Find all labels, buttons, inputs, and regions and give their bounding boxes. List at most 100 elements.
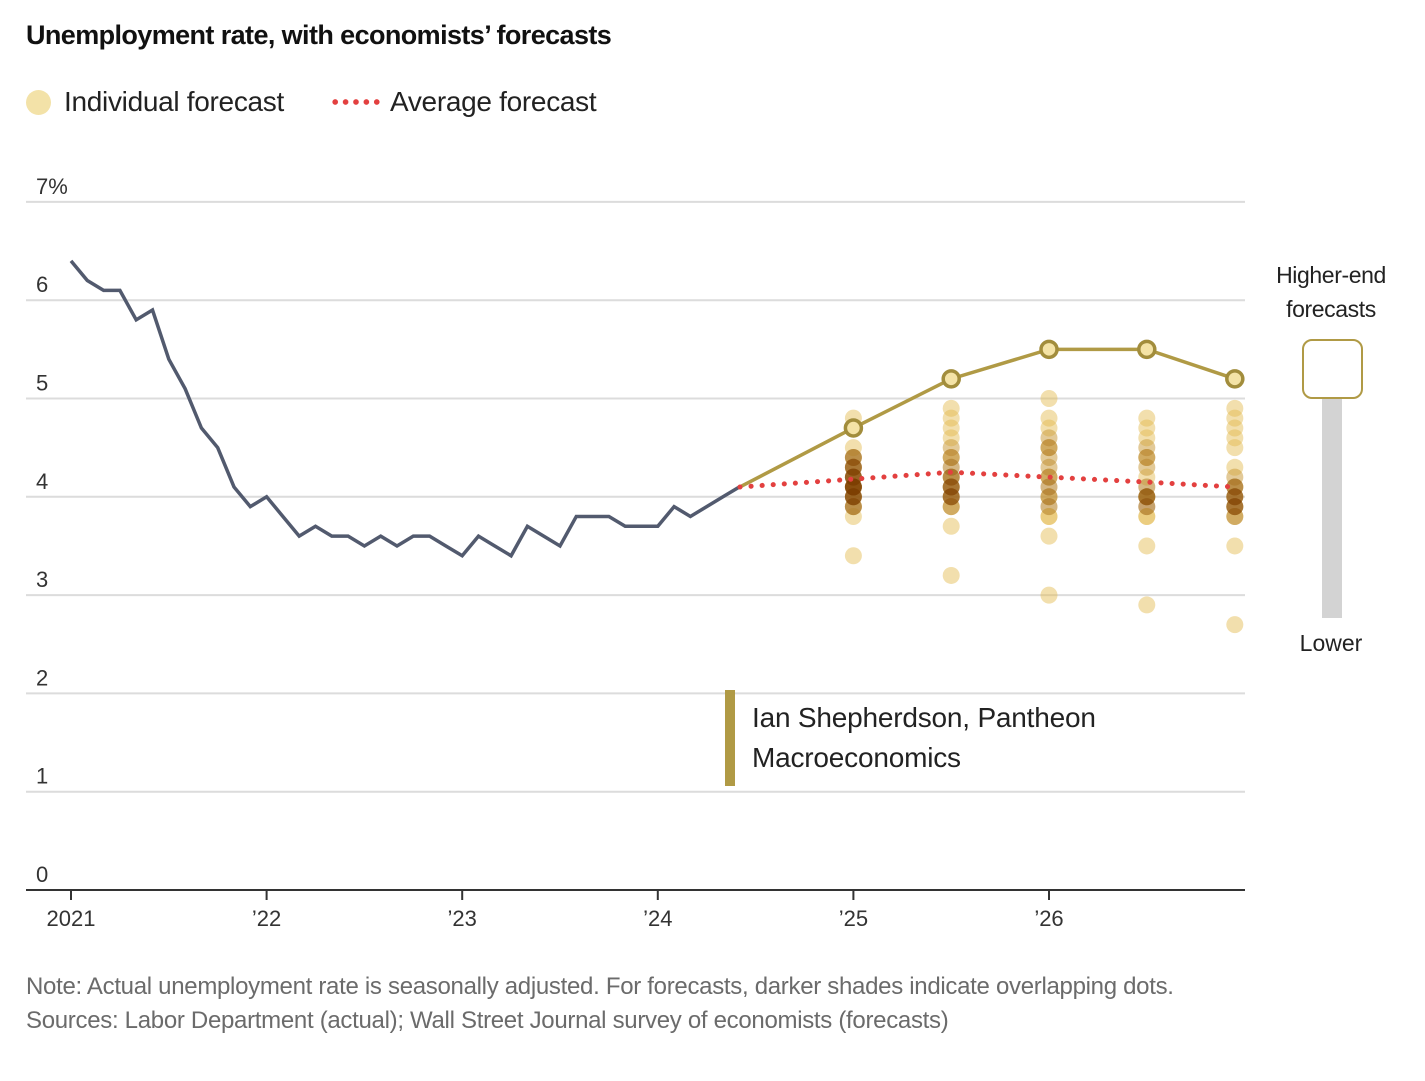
forecast-slider-track[interactable] xyxy=(1322,396,1342,618)
overlap-shade-dot xyxy=(1226,478,1244,496)
overlap-shade-dot xyxy=(942,458,960,476)
overlap-shade-dot xyxy=(1138,488,1156,506)
gridlines xyxy=(26,200,1245,793)
overlap-shade-dot xyxy=(844,498,862,516)
overlap-shade-dot xyxy=(1138,439,1156,457)
overlap-shade-dot xyxy=(1040,488,1058,506)
individual-forecast-dot xyxy=(844,448,862,466)
slider-top-label-line-1: Higher-end xyxy=(1276,262,1386,288)
overlap-shade-dot xyxy=(844,458,862,476)
individual-forecast-dot xyxy=(844,468,862,486)
individual-forecast-dot xyxy=(1226,429,1244,447)
overlap-shade-dot xyxy=(942,498,960,516)
individual-forecast-dot xyxy=(942,488,960,506)
overlap-shade-dot xyxy=(1040,448,1058,466)
overlap-shade-dot xyxy=(942,468,960,486)
individual-forecast-dot xyxy=(1040,419,1058,437)
individual-forecast-dot xyxy=(1226,507,1244,525)
overlap-shade-dot xyxy=(844,478,862,496)
individual-forecast-dot xyxy=(942,498,960,516)
y-axis: 0 1 2 3 4 5 6 7% xyxy=(36,174,68,887)
y-tick-label: 4 xyxy=(36,469,48,494)
forecast-slider-thumb[interactable] xyxy=(1302,339,1363,399)
y-tick-label: 2 xyxy=(36,665,48,690)
y-tick-label: 1 xyxy=(36,764,48,789)
individual-forecast-dot xyxy=(1138,448,1156,466)
individual-forecast-dot xyxy=(1040,439,1058,457)
annotation-line-2: Macroeconomics xyxy=(752,742,961,773)
legend: Individual forecast Average forecast xyxy=(26,84,597,120)
individual-forecast-dot xyxy=(1226,478,1244,496)
overlap-shade-dot xyxy=(844,468,862,486)
slider-bottom-label: Lower xyxy=(1299,630,1363,656)
individual-forecast-dot xyxy=(844,488,862,506)
overlap-shade-dot xyxy=(1040,478,1058,496)
individual-forecast-dot xyxy=(1040,488,1058,506)
individual-forecast-dot xyxy=(1138,596,1156,614)
overlap-shade-dot xyxy=(1226,468,1244,486)
slider-top-label-line-2: forecasts xyxy=(1286,296,1376,322)
individual-forecast-dot xyxy=(1040,429,1058,447)
annotation-marker xyxy=(725,690,735,786)
highlighted-forecast-marker xyxy=(1137,339,1157,360)
individual-forecast-dot xyxy=(1138,537,1156,555)
overlap-shade-dot xyxy=(942,439,960,457)
individual-forecast-dot xyxy=(1138,488,1156,506)
individual-forecast-dot xyxy=(942,566,960,584)
overlap-shade-dot xyxy=(942,488,960,506)
overlap-shade-dot xyxy=(1226,498,1244,516)
footnote: Note: Actual unemployment rate is season… xyxy=(26,970,1174,1038)
sources-text: Sources: Labor Department (actual); Wall… xyxy=(26,1007,949,1034)
overlap-shade-dot xyxy=(1226,488,1244,506)
individual-forecast-dot xyxy=(1040,507,1058,525)
individual-forecast-dot xyxy=(942,439,960,457)
individual-forecast-dot xyxy=(844,478,862,496)
individual-forecast-dot xyxy=(1226,409,1244,427)
overlap-shade-dot xyxy=(942,448,960,466)
series-lines xyxy=(69,259,1245,559)
individual-forecast-dot xyxy=(1040,507,1058,525)
x-tick-label: ’24 xyxy=(643,906,672,931)
individual-forecast-dot xyxy=(1040,390,1058,407)
overlap-shade-dot xyxy=(1138,488,1156,506)
x-tick-label: ’26 xyxy=(1034,906,1063,931)
individual-forecast-dot xyxy=(942,517,960,535)
individual-forecast-dot xyxy=(844,448,862,466)
individual-forecast-dot xyxy=(942,448,960,466)
overlap-shade-dot xyxy=(1040,429,1058,447)
individual-forecast-dot xyxy=(1040,458,1058,476)
individual-forecast-dot xyxy=(1226,458,1244,476)
individual-forecast-dot xyxy=(1138,419,1156,437)
individual-forecast-dot xyxy=(1226,468,1244,486)
overlap-shade-dot xyxy=(1138,498,1156,516)
highlighted-forecast-line xyxy=(739,347,1236,489)
individual-forecast-dot xyxy=(1138,409,1156,427)
individual-forecast-dot xyxy=(844,478,862,496)
y-tick-label: 6 xyxy=(36,272,48,297)
individual-forecast-dot xyxy=(1040,478,1058,496)
slider-top-label: Higher-end forecasts xyxy=(1270,258,1392,326)
individual-forecast-dot xyxy=(1138,439,1156,457)
overlap-shade-dot xyxy=(942,478,960,496)
individual-forecast-dot xyxy=(1040,439,1058,457)
individual-forecast-dot xyxy=(844,488,862,506)
individual-forecast-dot xyxy=(1138,507,1156,525)
overlap-shade-dot xyxy=(1040,439,1058,457)
individual-forecast-dot xyxy=(942,478,960,496)
individual-forecast-dots xyxy=(844,390,1244,634)
x-tick-label: ’22 xyxy=(252,906,281,931)
individual-forecast-dot xyxy=(844,478,862,496)
overlap-shade-dot xyxy=(844,488,862,506)
individual-forecast-dot xyxy=(844,439,862,457)
overlap-shade-dot xyxy=(1226,507,1244,525)
y-tick-label: 7% xyxy=(36,174,68,199)
overlap-shade-dot xyxy=(1226,507,1244,525)
individual-forecast-dot xyxy=(1226,616,1244,634)
individual-forecast-dot xyxy=(844,547,862,565)
chart-title: Unemployment rate, with economists’ fore… xyxy=(26,20,612,50)
individual-forecast-dot xyxy=(844,458,862,476)
overlap-shade-dot xyxy=(1226,478,1244,496)
x-tick-label: ’25 xyxy=(839,906,868,931)
average-forecast-legend-icon xyxy=(329,99,382,105)
overlap-shade-dot xyxy=(942,488,960,506)
